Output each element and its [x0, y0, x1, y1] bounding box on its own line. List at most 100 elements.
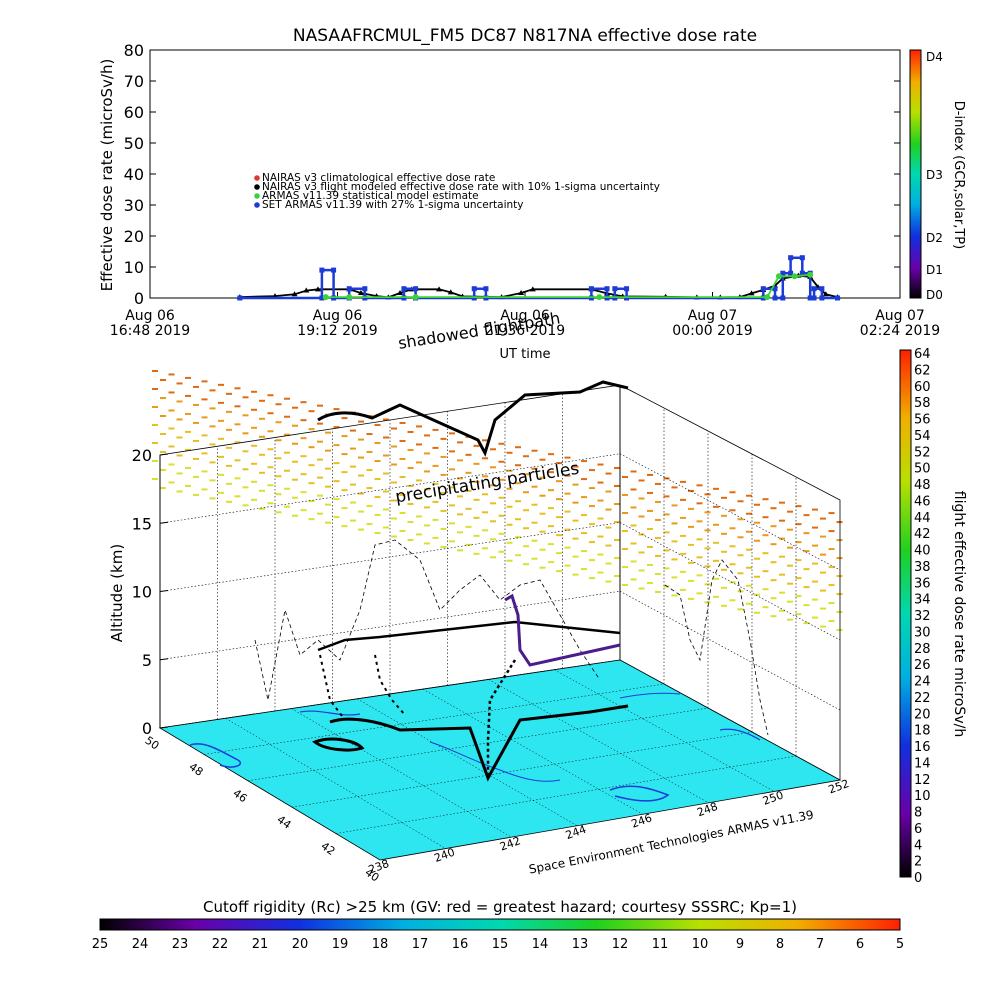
- series-point-square: [362, 286, 368, 292]
- particle-dash: [787, 582, 793, 585]
- wall-grid-line: [619, 522, 841, 641]
- particle-dash: [317, 440, 323, 443]
- particle-dash: [713, 541, 719, 544]
- particle-dash: [688, 579, 694, 582]
- legend-label: NAIRAS v3 climatological effective dose …: [262, 172, 495, 184]
- particle-dash: [374, 424, 381, 427]
- dose-colorbar: [899, 349, 912, 878]
- particle-dash: [770, 525, 777, 528]
- particle-dash: [614, 521, 620, 524]
- particle-dash: [251, 390, 257, 393]
- particle-dash: [572, 501, 579, 504]
- particle-dash: [457, 495, 463, 498]
- particle-dash: [308, 500, 315, 503]
- particle-dash: [234, 423, 241, 426]
- particle-dash: [284, 397, 290, 400]
- y-tick-label: 70: [124, 72, 144, 91]
- particle-dash: [531, 539, 538, 542]
- particle-dash: [737, 572, 744, 575]
- particle-dash: [399, 421, 406, 424]
- particle-dash: [589, 469, 595, 472]
- particle-dash: [572, 483, 579, 486]
- annotation-precipitating-particles: precipitating particles: [394, 459, 581, 508]
- series-point-triangle: [397, 290, 403, 296]
- particle-dash: [383, 472, 389, 475]
- flight-track-peak: [504, 593, 621, 667]
- particle-dash: [168, 391, 175, 394]
- particle-dash: [185, 430, 191, 433]
- particle-dash: [440, 491, 447, 494]
- wall-grid-line: [159, 453, 621, 524]
- particle-dash: [762, 588, 769, 591]
- flight-track-mid: [317, 620, 621, 652]
- dose-tick-label: 58: [914, 396, 931, 411]
- ground-map-grid: [203, 669, 797, 849]
- series-point-triangle: [314, 286, 321, 292]
- particle-dash: [531, 503, 538, 506]
- particle-dash: [209, 479, 216, 482]
- particle-dash: [506, 541, 513, 544]
- particle-dash: [482, 439, 488, 442]
- series-point-star: [596, 294, 603, 301]
- particle-dash: [251, 462, 257, 465]
- particle-dash: [193, 403, 199, 406]
- particle-dash: [647, 563, 653, 566]
- particle-dash: [721, 514, 727, 517]
- floor-grid-line: [357, 698, 578, 826]
- particle-dash: [680, 588, 686, 591]
- particle-dash: [515, 464, 521, 467]
- particle-dash: [589, 523, 595, 526]
- z-tick-label: 0: [142, 719, 152, 738]
- series-point-star: [807, 271, 814, 278]
- particle-dash: [440, 545, 447, 548]
- particle-dash: [680, 552, 686, 555]
- ground-map-surface: [158, 659, 842, 861]
- particle-dash: [284, 469, 290, 472]
- dose-tick-label: 16: [914, 740, 931, 755]
- particle-dash: [531, 449, 538, 452]
- particle-dash: [366, 505, 373, 508]
- particle-dash: [737, 518, 744, 521]
- z-tick-mark: [159, 590, 169, 592]
- dindex-label: D4: [926, 50, 943, 64]
- particle-dash: [564, 528, 571, 531]
- particle-dash: [548, 489, 554, 492]
- particle-dash: [647, 491, 653, 494]
- particle-dash: [515, 536, 521, 539]
- particle-dash: [267, 430, 274, 433]
- particle-dash: [209, 389, 216, 392]
- particle-dash: [325, 449, 331, 452]
- particle-dash: [292, 496, 298, 499]
- particle-dash: [812, 526, 818, 529]
- particle-dash: [284, 415, 290, 418]
- dose-tick-label: 56: [914, 413, 931, 428]
- particle-dash: [696, 502, 703, 505]
- altitude-profile-right: [664, 559, 769, 736]
- particle-dash: [622, 476, 628, 479]
- series-point-square: [819, 286, 825, 292]
- particle-dash: [556, 534, 562, 537]
- particle-dash: [226, 500, 232, 503]
- particle-dash: [176, 382, 183, 385]
- particle-dash: [820, 553, 826, 556]
- particle-dash: [341, 507, 348, 510]
- cutoff-tick-label: 21: [252, 937, 269, 952]
- particle-dash: [333, 462, 340, 465]
- series-point-square: [604, 286, 610, 292]
- particle-dash: [333, 426, 340, 429]
- x-tick-label-line1: Aug 07: [688, 308, 738, 324]
- particle-dash: [836, 521, 843, 524]
- particle-dash: [812, 562, 818, 565]
- dose-tick-label: 36: [914, 576, 931, 591]
- particle-dash: [803, 550, 810, 553]
- particle-dash: [803, 532, 810, 535]
- particle-dash: [407, 502, 414, 505]
- dose-tick-label: 14: [914, 756, 931, 771]
- particle-dash: [581, 550, 587, 553]
- y-tick-label: 40: [124, 165, 144, 184]
- particle-dash: [581, 568, 587, 571]
- particle-dash: [812, 598, 818, 601]
- particle-dash: [482, 547, 488, 550]
- particle-dash: [333, 408, 340, 411]
- series-point-square: [401, 286, 407, 292]
